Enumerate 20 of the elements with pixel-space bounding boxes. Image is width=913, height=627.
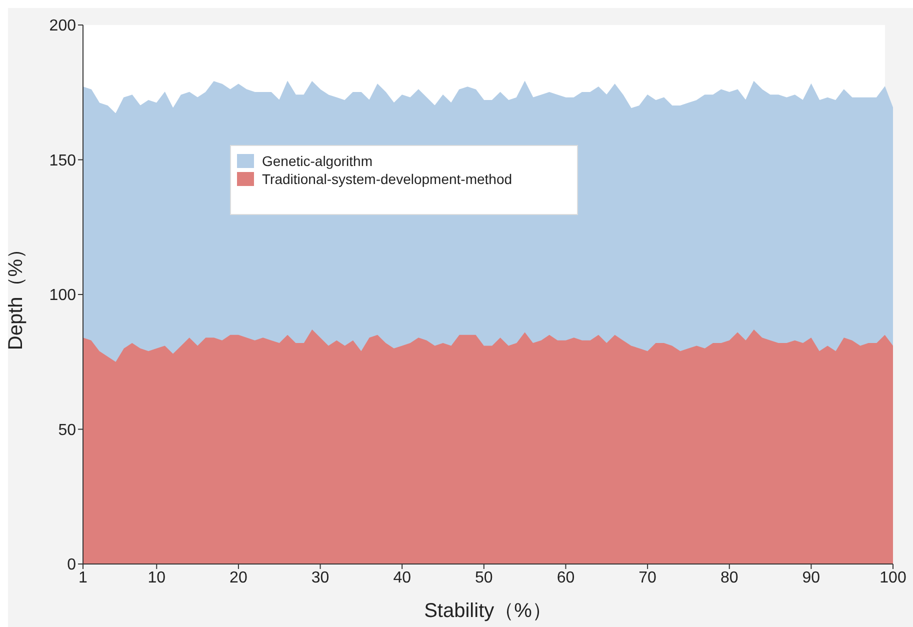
x-tick-label: 70 — [638, 569, 657, 586]
x-tick-label: 10 — [148, 569, 166, 586]
x-tick-label: 40 — [393, 569, 412, 586]
y-tick-label: 200 — [49, 18, 76, 35]
series-label: Genetic-algorithm — [262, 153, 372, 169]
x-tick-label: 100 — [880, 569, 906, 586]
x-axis-title: Stability（%） — [424, 600, 552, 622]
x-tick-label: 50 — [475, 569, 493, 586]
y-tick-label: 100 — [49, 287, 76, 304]
y-tick-label: 0 — [67, 556, 76, 574]
x-tick-label: 80 — [720, 569, 738, 586]
y-axis-title: Depth（%） — [5, 238, 28, 350]
legend-label: Traditional-system-development-method — [262, 171, 512, 187]
x-tick-label: 90 — [802, 569, 820, 586]
x-tick-label: 30 — [311, 569, 330, 586]
y-tick-label: 150 — [49, 152, 76, 170]
y-tick-label: 50 — [58, 422, 76, 439]
x-tick-label: 20 — [230, 569, 248, 586]
x-tick-label: 60 — [556, 569, 575, 586]
x-tick-label: 1 — [78, 569, 88, 586]
